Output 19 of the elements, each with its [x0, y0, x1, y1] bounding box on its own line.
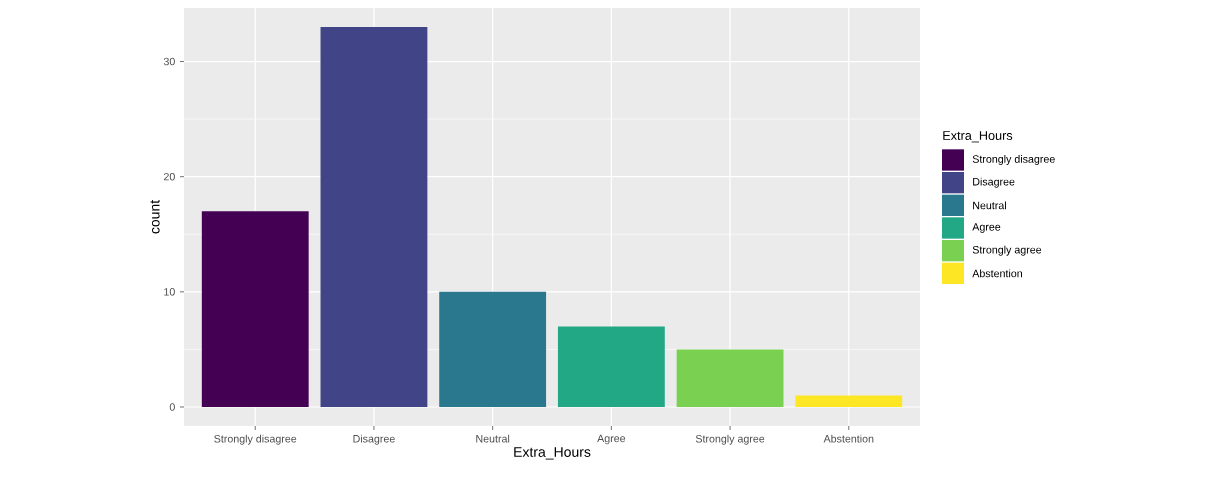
legend-label: Neutral [973, 201, 1006, 210]
x-tick-label: Agree [597, 434, 626, 445]
y-tick-label: 20 [163, 172, 175, 181]
y-tick-label: 30 [163, 57, 175, 66]
y-tick-label: 10 [164, 288, 175, 296]
y-axis-title: count [150, 199, 160, 234]
legend-label: Abstention [972, 269, 1022, 278]
legend-label: Agree [972, 223, 1001, 233]
legend-title: Extra_Hours [943, 131, 1013, 143]
x-tick-label: Neutral [476, 434, 510, 443]
x-tick-label: Strongly disagree [214, 434, 297, 445]
legend-label: Strongly disagree [972, 155, 1055, 165]
legend-label: Strongly agree [972, 245, 1042, 256]
y-tick-label: 0 [169, 403, 175, 411]
x-tick-label: Strongly agree [695, 434, 765, 445]
legend-label: Disagree [973, 177, 1015, 188]
x-axis-title: Extra_Hours [514, 447, 591, 460]
x-tick-label: Disagree [353, 434, 395, 445]
x-tick-label: Abstention [823, 434, 874, 443]
